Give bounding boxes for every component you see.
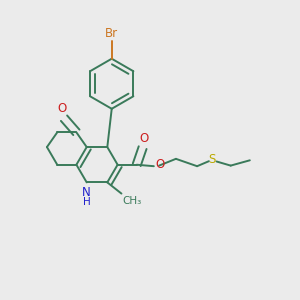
- Text: H: H: [83, 196, 91, 206]
- Text: S: S: [209, 153, 216, 166]
- Text: O: O: [57, 102, 66, 115]
- Text: Br: Br: [105, 27, 118, 40]
- Text: O: O: [139, 132, 148, 145]
- Text: O: O: [156, 158, 165, 171]
- Text: CH₃: CH₃: [123, 196, 142, 206]
- Text: N: N: [82, 186, 91, 199]
